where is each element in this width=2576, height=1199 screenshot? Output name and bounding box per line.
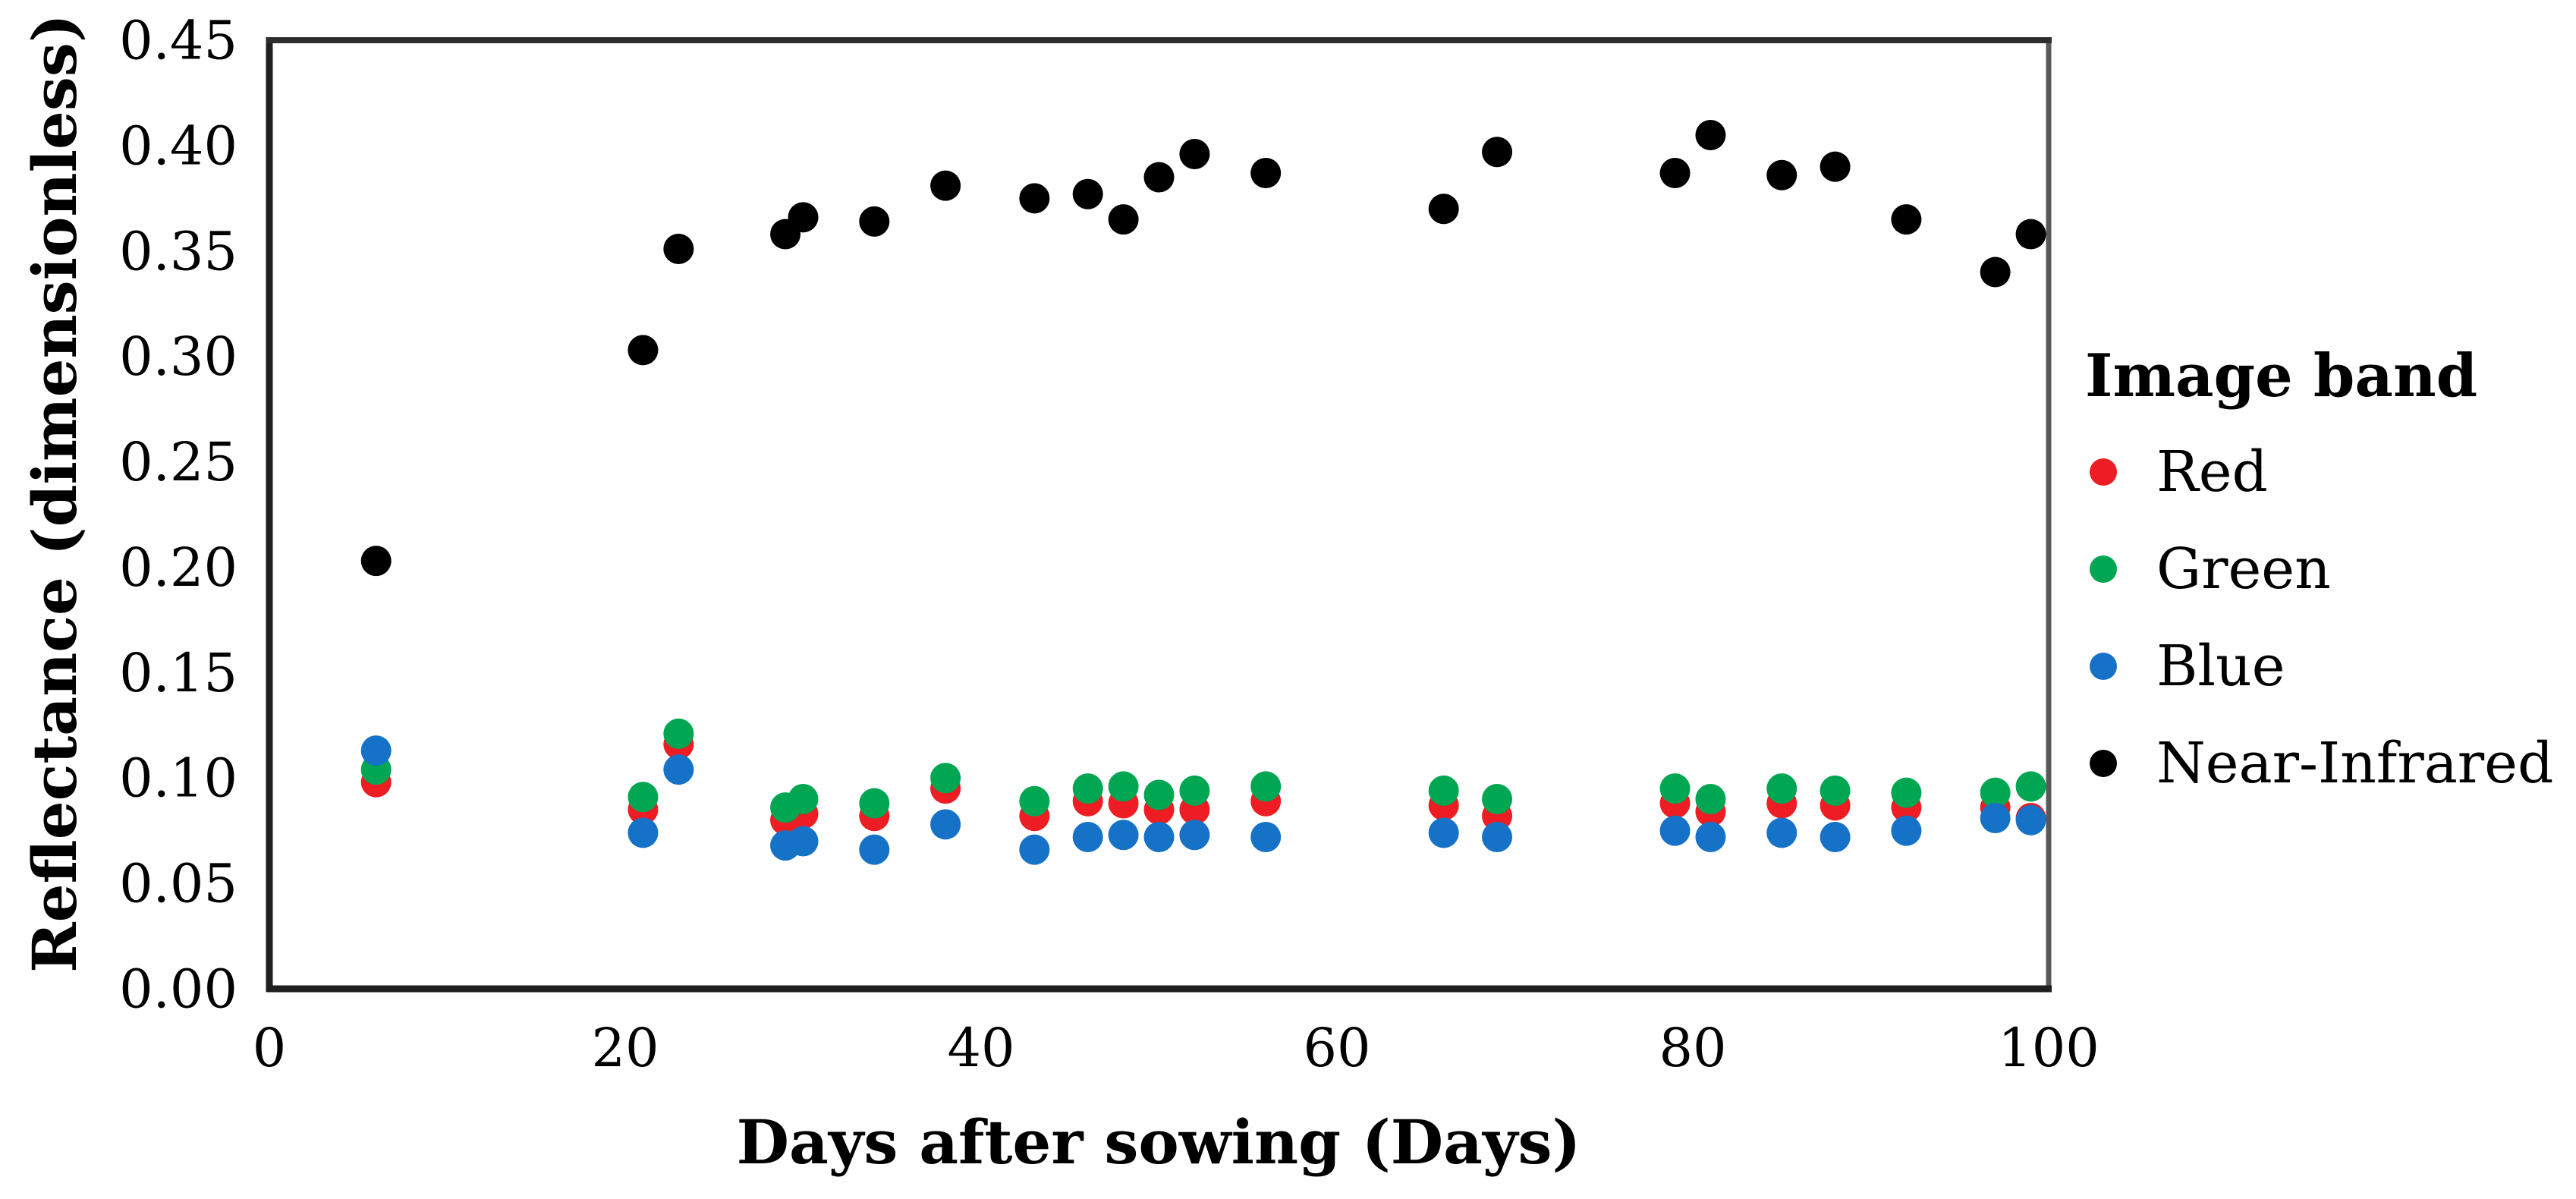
- legend-label-near-infrared: Near-Infrared: [2156, 731, 2554, 796]
- x-tick-label: 40: [947, 1017, 1014, 1079]
- legend-title: Image band: [2085, 341, 2478, 411]
- data-point-green: [2015, 771, 2046, 802]
- data-point-blue: [1108, 820, 1139, 851]
- data-point-blue: [1820, 822, 1851, 852]
- data-point-green: [1072, 773, 1103, 804]
- data-point-near-infrared: [1482, 137, 1513, 168]
- data-point-blue: [1891, 815, 1922, 846]
- legend-item-red: Red: [2085, 423, 2553, 521]
- blue-dot-icon: [2090, 653, 2117, 680]
- legend-label-green: Green: [2156, 537, 2331, 602]
- data-point-near-infrared: [859, 206, 890, 237]
- data-point-near-infrared: [627, 335, 659, 366]
- data-point-blue: [1428, 817, 1459, 848]
- x-tick-label: 60: [1303, 1017, 1370, 1079]
- data-point-near-infrared: [1428, 194, 1459, 225]
- y-tick-label: 0.30: [119, 326, 237, 388]
- data-point-blue: [1695, 822, 1726, 852]
- y-tick-label: 0.25: [119, 431, 237, 493]
- legend-item-blue: Blue: [2085, 618, 2553, 715]
- y-axis-title: Reflectance (dimensionless): [19, 14, 90, 973]
- y-tick-label: 0.45: [119, 10, 237, 72]
- green-dot-icon: [2090, 555, 2117, 583]
- data-point-near-infrared: [2015, 219, 2046, 250]
- legend-label-blue: Blue: [2156, 634, 2285, 699]
- data-point-green: [1695, 784, 1726, 814]
- data-point-green: [788, 784, 819, 814]
- data-point-near-infrared: [1072, 178, 1103, 209]
- y-tick-label: 0.40: [119, 115, 237, 177]
- data-point-green: [1019, 785, 1050, 817]
- data-point-blue: [1659, 815, 1691, 846]
- data-point-blue: [859, 834, 890, 865]
- data-point-near-infrared: [1695, 120, 1726, 150]
- data-point-blue: [1179, 820, 1210, 851]
- data-point-near-infrared: [360, 546, 392, 577]
- legend-item-near-infrared: Near-Infrared: [2085, 715, 2553, 812]
- black-dot-icon: [2090, 750, 2117, 777]
- data-point-blue: [1980, 803, 2011, 833]
- data-point-green: [1143, 779, 1175, 810]
- x-tick-label: 0: [253, 1017, 287, 1079]
- data-point-near-infrared: [930, 170, 961, 201]
- data-point-near-infrared: [1108, 204, 1139, 235]
- data-point-green: [1659, 773, 1691, 804]
- data-point-near-infrared: [1980, 256, 2011, 288]
- y-tick-label: 0.10: [119, 747, 237, 810]
- data-point-green: [1108, 771, 1139, 802]
- data-point-green: [859, 788, 890, 819]
- y-tick-label: 0.35: [119, 220, 237, 282]
- data-point-green: [1250, 771, 1282, 802]
- data-point-blue: [1019, 834, 1050, 865]
- data-point-green: [1891, 777, 1922, 808]
- data-point-green: [1820, 775, 1851, 806]
- data-point-near-infrared: [663, 234, 694, 264]
- x-tick-label: 80: [1659, 1017, 1726, 1079]
- data-point-blue: [627, 817, 659, 848]
- data-point-green: [1179, 775, 1210, 806]
- data-point-green: [1766, 773, 1798, 804]
- data-point-near-infrared: [788, 202, 819, 233]
- legend-items: Red Green Blue Near-Infrared: [2085, 423, 2553, 812]
- data-point-near-infrared: [1766, 159, 1798, 190]
- y-tick-label: 0.15: [119, 642, 237, 704]
- y-tick-label: 0.05: [119, 853, 237, 915]
- y-tick-label: 0.00: [119, 958, 237, 1021]
- data-point-near-infrared: [1179, 139, 1210, 169]
- data-point-blue: [788, 826, 819, 857]
- data-point-blue: [1143, 822, 1175, 852]
- data-point-near-infrared: [1659, 158, 1691, 188]
- data-point-blue: [360, 735, 392, 766]
- red-dot-icon: [2090, 458, 2117, 486]
- data-point-blue: [1250, 822, 1282, 852]
- data-point-near-infrared: [1019, 183, 1050, 214]
- data-point-near-infrared: [1891, 204, 1922, 235]
- data-point-blue: [663, 754, 694, 785]
- data-point-green: [663, 718, 694, 749]
- data-point-near-infrared: [1820, 151, 1851, 182]
- data-point-green: [627, 782, 659, 813]
- data-point-green: [930, 763, 961, 794]
- data-point-blue: [930, 809, 961, 840]
- data-point-green: [1482, 784, 1513, 814]
- legend: Image band Red Green Blue Near-Infrared: [2085, 340, 2553, 812]
- x-tick-label: 100: [1998, 1017, 2099, 1079]
- data-point-near-infrared: [1143, 162, 1175, 193]
- data-point-blue: [1072, 822, 1103, 852]
- x-tick-label: 20: [591, 1017, 659, 1079]
- data-point-blue: [2015, 804, 2046, 836]
- x-axis-title: Days after sowing (Days): [736, 1106, 1581, 1178]
- data-point-near-infrared: [1250, 158, 1282, 188]
- y-tick-label: 0.20: [119, 537, 237, 599]
- data-point-blue: [1766, 817, 1798, 848]
- data-point-green: [1428, 775, 1459, 806]
- data-point-green: [1980, 777, 2011, 808]
- legend-item-green: Green: [2085, 521, 2553, 618]
- legend-label-red: Red: [2156, 439, 2268, 505]
- data-point-blue: [1482, 822, 1513, 852]
